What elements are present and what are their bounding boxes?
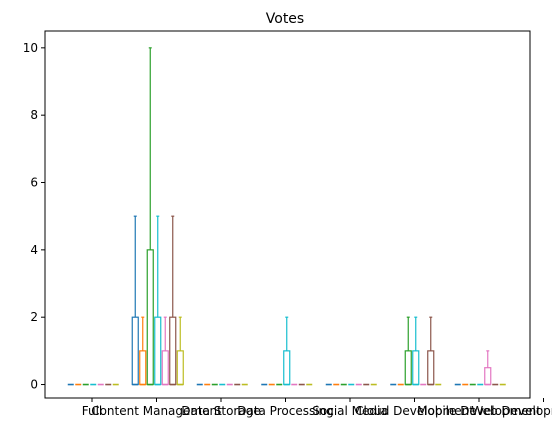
- box-item: [139, 316, 147, 386]
- x-tick-label: Web Development Tools: [471, 404, 552, 418]
- y-tick-label: 10: [23, 41, 38, 55]
- box-item: [412, 316, 420, 386]
- x-tick-label: Social Media: [312, 404, 387, 418]
- x-tick-label: Data Processing: [237, 404, 334, 418]
- box-item: [169, 215, 177, 386]
- box-item: [161, 316, 169, 386]
- box-item: [131, 215, 139, 386]
- x-tick-label: Content Management: [91, 404, 222, 418]
- box-body: [176, 350, 184, 386]
- y-axis: 0 2 4 6 8 10: [23, 41, 45, 392]
- x-tick-label: Data Storage: [181, 404, 260, 418]
- x-tick-label: Cloud Development: [355, 404, 474, 418]
- box-body: [131, 316, 139, 386]
- chart-title: Votes: [266, 11, 304, 27]
- box-body: [169, 316, 177, 386]
- box-body: [146, 249, 154, 386]
- box-body: [484, 367, 492, 386]
- box-item: [154, 215, 162, 386]
- plot-frame: [44, 30, 531, 399]
- box-item: [484, 350, 492, 386]
- y-tick-label: 8: [30, 108, 38, 122]
- y-tick-label: 4: [30, 243, 38, 257]
- box-item: [427, 316, 435, 386]
- box-item: [146, 47, 154, 386]
- box-body: [427, 350, 435, 386]
- y-tick-label: 6: [30, 176, 38, 190]
- y-tick-label: 2: [30, 310, 38, 324]
- box-item: [404, 316, 412, 386]
- box-body: [283, 350, 291, 386]
- box-item: [176, 316, 184, 386]
- x-tick-label: Mobile Development: [417, 404, 541, 418]
- y-tick-label: 0: [30, 378, 38, 392]
- box-series: [67, 47, 506, 386]
- box-body: [139, 350, 147, 386]
- box-item: [283, 316, 291, 386]
- x-tick-label: Full: [82, 404, 103, 418]
- box-body: [154, 316, 162, 386]
- box-body: [161, 350, 169, 386]
- box-body: [404, 350, 412, 386]
- box-body: [412, 350, 420, 386]
